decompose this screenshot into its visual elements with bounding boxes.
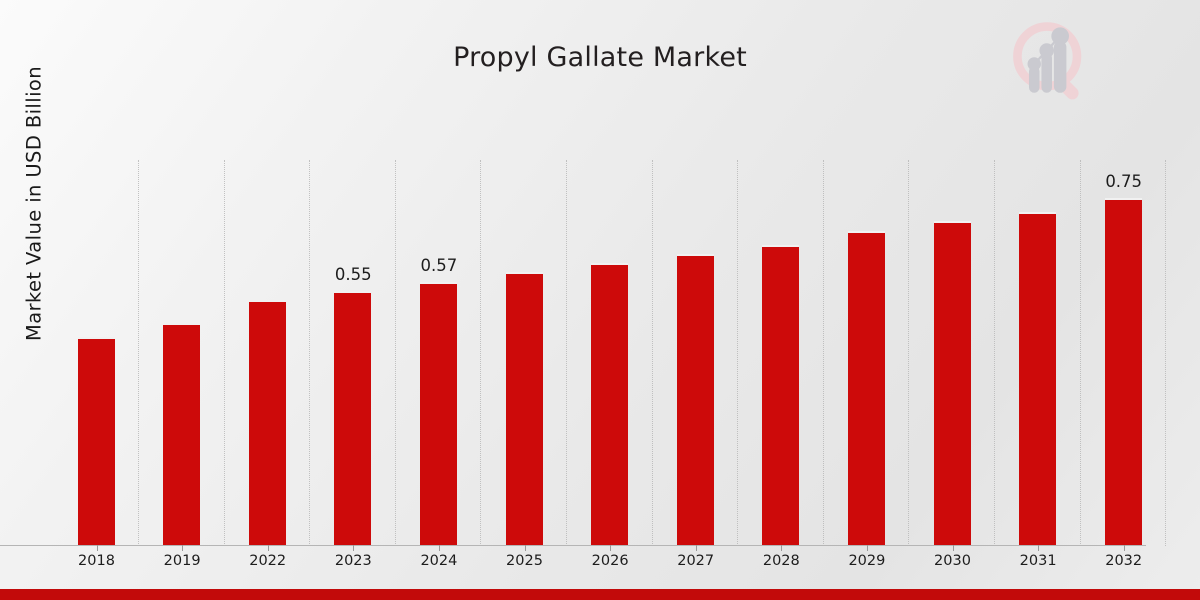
x-axis-label: 2028	[762, 553, 800, 569]
x-axis-label: 2027	[677, 553, 715, 569]
x-axis-label: 2023	[334, 553, 372, 569]
bar	[77, 337, 115, 546]
gridline	[822, 160, 824, 546]
x-axis-tick	[610, 545, 612, 551]
x-axis-label: 2024	[420, 553, 458, 569]
x-axis-tick	[866, 545, 868, 551]
bar	[163, 323, 201, 546]
x-axis-tick	[182, 545, 184, 551]
x-axis-tick	[267, 545, 269, 551]
bar	[676, 253, 714, 546]
bar-value-label: 0.55	[334, 264, 372, 284]
bar	[591, 263, 629, 546]
x-axis-label: 2025	[506, 553, 543, 569]
x-axis-label: 2022	[249, 553, 287, 569]
gridline	[908, 160, 910, 546]
gridline	[223, 160, 225, 546]
x-axis-tick	[1123, 545, 1125, 551]
x-axis-line	[0, 545, 1146, 546]
bar	[1104, 198, 1142, 546]
x-axis-label: 2032	[1105, 553, 1143, 569]
bar-chart-icon	[1027, 27, 1069, 93]
bar-value-label: 0.57	[420, 255, 458, 275]
magnifier-bar-chart-logo	[1013, 22, 1082, 100]
x-axis-label: 2029	[848, 553, 886, 569]
x-axis-tick	[353, 545, 355, 551]
gridline	[394, 160, 396, 546]
gridline	[309, 160, 311, 546]
y-axis-title: Market Value in USD Billion	[22, 66, 46, 341]
page-title: Propyl Gallate Market	[453, 42, 747, 73]
x-axis-tick	[524, 545, 526, 551]
x-axis-tick	[781, 545, 783, 551]
bar	[1019, 212, 1057, 546]
gridline	[737, 160, 739, 546]
gridline	[651, 160, 653, 546]
x-axis-label: 2026	[591, 553, 629, 569]
gridline	[480, 160, 482, 546]
bar	[505, 272, 543, 546]
x-axis-tick	[438, 545, 440, 551]
bar-value-label: 0.75	[1105, 172, 1143, 192]
bar	[933, 221, 971, 546]
x-axis-tick	[96, 545, 98, 551]
gridline	[566, 160, 567, 546]
x-axis-tick	[695, 545, 697, 551]
x-axis-tick	[1038, 545, 1040, 551]
gridline	[1165, 160, 1167, 546]
bar	[762, 244, 800, 546]
gridline	[994, 160, 995, 546]
x-axis-label: 2030	[934, 553, 971, 569]
bar	[419, 281, 457, 546]
x-axis-tick	[952, 545, 954, 551]
bar	[334, 290, 372, 546]
x-axis-label: 2031	[1019, 553, 1057, 569]
x-axis-label: 2018	[78, 553, 115, 569]
plot-area	[56, 160, 1190, 546]
footer-accent-band	[0, 589, 1200, 600]
bar	[248, 300, 286, 546]
gridline	[138, 160, 139, 546]
gridline	[1079, 160, 1081, 546]
bar	[847, 230, 885, 546]
x-axis-label: 2019	[163, 553, 201, 569]
